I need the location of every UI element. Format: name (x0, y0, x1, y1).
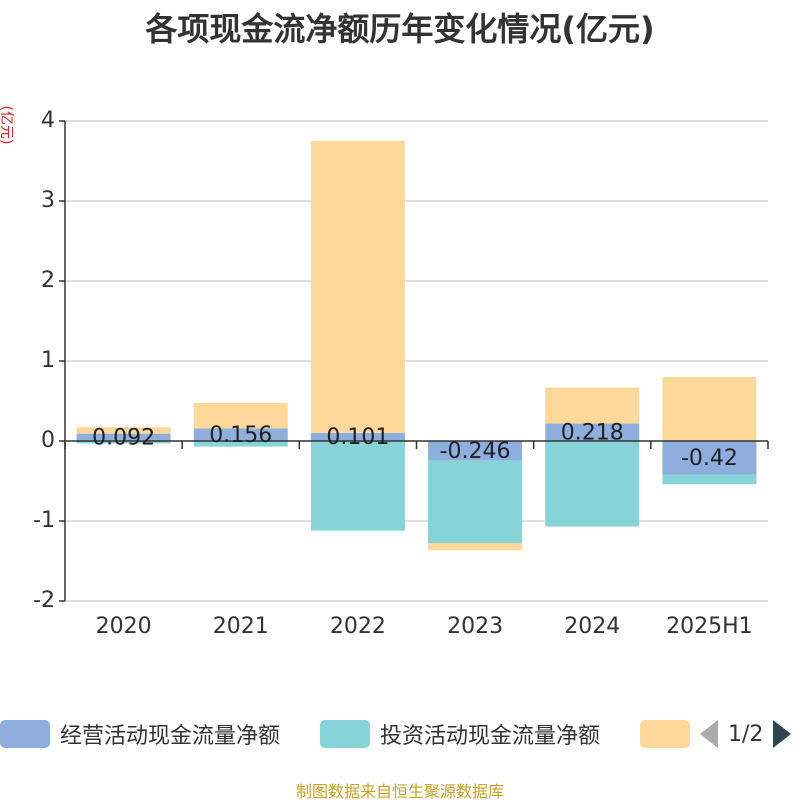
pager-next-icon[interactable] (773, 720, 792, 748)
data-label-2022: 0.101 (326, 425, 389, 450)
grid-lines (65, 120, 768, 602)
x-tick-label-2024: 2024 (564, 614, 620, 639)
bar-2022-series-0 (310, 432, 405, 441)
bar-layer (76, 140, 757, 551)
data-label-2021: 0.156 (209, 423, 272, 448)
bar-2024-series-2 (545, 387, 640, 424)
bar-2020-series-1 (76, 441, 171, 444)
y-axis-label: (亿元) (0, 106, 14, 145)
x-tick-label-2021: 2021 (213, 614, 269, 639)
data-label-layer: 0.092 0.156 0.101 -0.246 0.218 -0.42 (92, 420, 738, 471)
data-label-2020: 0.092 (92, 425, 155, 450)
bar-2020-series-2 (76, 427, 171, 434)
legend-pager: 1/2 (700, 716, 792, 752)
data-label-2024: 0.218 (561, 420, 624, 445)
legend-item-investing[interactable]: 投资活动现金流量净额 (320, 716, 600, 752)
x-tick-label-2023: 2023 (447, 614, 503, 639)
bar-2024-series-0 (545, 423, 640, 441)
bar-2023-series-1 (428, 460, 523, 544)
bar-2021-series-0 (193, 428, 288, 441)
bar-2023-series-2 (428, 543, 523, 551)
legend-swatch-investing (320, 720, 370, 748)
y-tick-label: 0 (41, 428, 55, 453)
legend-item-third-series[interactable] (640, 716, 700, 752)
chart-title: 各项现金流净额历年变化情况(亿元) (145, 10, 655, 48)
bar-2024-series-1 (545, 441, 640, 527)
bar-2022-series-2 (310, 140, 405, 433)
bar-2023-series-0 (428, 441, 523, 461)
y-tick-label: 4 (41, 108, 55, 133)
source-note: 制图数据来自恒生聚源数据库 (295, 782, 504, 801)
legend-swatch-third-series (640, 720, 690, 748)
y-tick-label: -2 (33, 588, 55, 613)
legend-label-operating: 经营活动现金流量净额 (60, 724, 281, 749)
bar-2025H1-series-0 (662, 441, 757, 475)
data-label-2025H1: -0.42 (681, 446, 738, 471)
legend: 经营活动现金流量净额 投资活动现金流量净额 1/2 (0, 716, 800, 752)
x-tick-label-2025H1: 2025H1 (666, 614, 753, 639)
axis-layer: 4 3 2 1 0 -1 -2 2020 2021 2022 2023 2024 2025H1 (33, 108, 769, 639)
y-tick-label: -1 (33, 508, 55, 533)
bar-2025H1-series-1 (662, 474, 757, 485)
legend-swatch-operating (0, 720, 50, 748)
x-tick-label-2020: 2020 (96, 614, 152, 639)
y-tick-label: 2 (41, 268, 55, 293)
legend-label-investing: 投资活动现金流量净额 (380, 724, 601, 749)
legend-item-operating[interactable]: 经营活动现金流量净额 (0, 716, 280, 752)
y-tick-label: 1 (41, 348, 55, 373)
data-label-2023: -0.246 (440, 439, 511, 464)
bar-2025H1-series-2 (662, 377, 757, 441)
bar-2022-series-1 (310, 441, 405, 531)
y-tick-label: 3 (41, 188, 55, 213)
bar-2021-series-1 (193, 441, 288, 447)
bar-2020-series-0 (76, 433, 171, 441)
legend-page-indicator: 1/2 (728, 721, 764, 747)
x-tick-label-2022: 2022 (330, 614, 386, 639)
pager-prev-icon[interactable] (700, 720, 718, 748)
bar-2021-series-2 (193, 402, 288, 429)
